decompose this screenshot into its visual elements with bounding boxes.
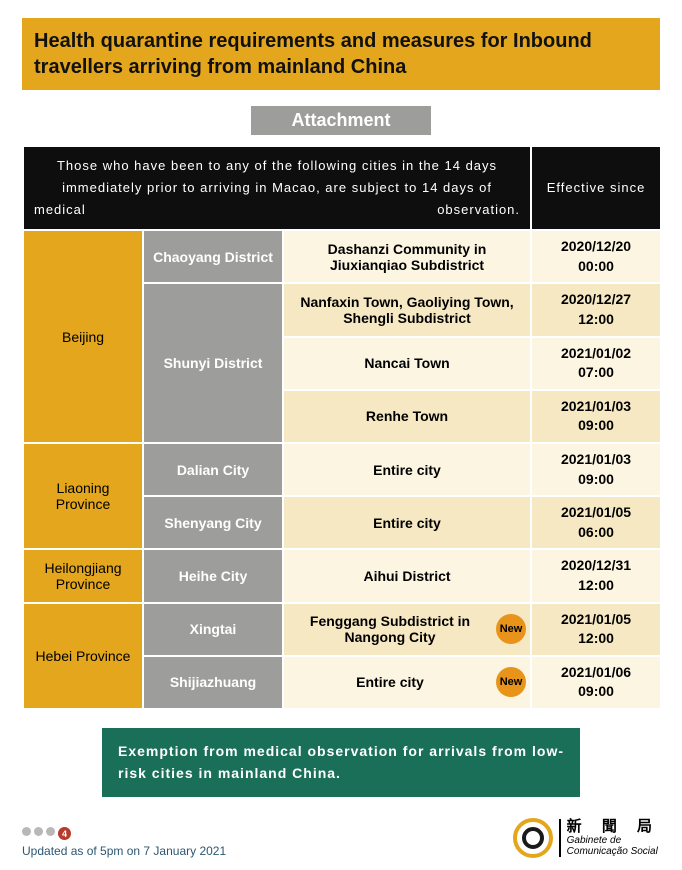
table-row: Heilongjiang ProvinceHeihe CityAihui Dis…: [23, 549, 661, 602]
district-cell: Shunyi District: [143, 283, 283, 443]
new-badge: New: [496, 667, 526, 697]
date-cell: 2021/01/0609:00: [531, 656, 661, 709]
logo-text-pt1: Gabinete de: [567, 835, 660, 846]
date-cell: 2020/12/3112:00: [531, 549, 661, 602]
area-cell: Nanfaxin Town, Gaoliying Town, Shengli S…: [283, 283, 531, 336]
date-cell: 2020/12/2712:00: [531, 283, 661, 336]
gcs-logo: 新 聞 局 Gabinete de Comunicação Social: [513, 818, 660, 858]
area-cell: Entire city: [283, 496, 531, 549]
date-cell: 2020/12/2000:00: [531, 230, 661, 283]
table-row: Liaoning ProvinceDalian CityEntire city2…: [23, 443, 661, 496]
province-cell: Heilongjiang Province: [23, 549, 143, 602]
date-cell: 2021/01/0309:00: [531, 443, 661, 496]
dot-icon: [22, 827, 31, 836]
district-cell: Dalian City: [143, 443, 283, 496]
area-cell: Nancai Town: [283, 337, 531, 390]
date-cell: 2021/01/0309:00: [531, 390, 661, 443]
quarantine-table: Those who have been to any of the follow…: [22, 145, 662, 710]
district-cell: Shijiazhuang: [143, 656, 283, 709]
table-row: BeijingChaoyang DistrictDashanzi Communi…: [23, 230, 661, 283]
logo-ring-icon: [513, 818, 553, 858]
district-cell: Heihe City: [143, 549, 283, 602]
table-row: Hebei ProvinceXingtaiFenggang Subdistric…: [23, 603, 661, 656]
page-number-badge: 4: [58, 827, 71, 840]
exemption-note: Exemption from medical observation for a…: [102, 728, 580, 797]
logo-text-cn: 新 聞 局: [567, 819, 660, 836]
attachment-label: Attachment: [251, 106, 431, 135]
province-cell: Hebei Province: [23, 603, 143, 709]
area-cell: Fenggang Subdistrict in Nangong CityNew: [283, 603, 531, 656]
date-cell: 2021/01/0506:00: [531, 496, 661, 549]
area-cell: Entire cityNew: [283, 656, 531, 709]
area-cell: Entire city: [283, 443, 531, 496]
district-cell: Chaoyang District: [143, 230, 283, 283]
dot-icon: [34, 827, 43, 836]
page-dots: 4: [22, 827, 226, 840]
area-cell: Dashanzi Community in Jiuxianqiao Subdis…: [283, 230, 531, 283]
page-title: Health quarantine requirements and measu…: [22, 18, 660, 90]
date-cell: 2021/01/0512:00: [531, 603, 661, 656]
province-cell: Beijing: [23, 230, 143, 443]
province-cell: Liaoning Province: [23, 443, 143, 549]
district-cell: Shenyang City: [143, 496, 283, 549]
date-cell: 2021/01/0207:00: [531, 337, 661, 390]
district-cell: Xingtai: [143, 603, 283, 656]
table-header-effective: Effective since: [531, 146, 661, 230]
footer: 4 Updated as of 5pm on 7 January 2021 新 …: [22, 818, 660, 858]
area-cell: Aihui District: [283, 549, 531, 602]
area-cell: Renhe Town: [283, 390, 531, 443]
dot-icon: [46, 827, 55, 836]
new-badge: New: [496, 614, 526, 644]
updated-timestamp: Updated as of 5pm on 7 January 2021: [22, 844, 226, 858]
table-header-description: Those who have been to any of the follow…: [23, 146, 531, 230]
